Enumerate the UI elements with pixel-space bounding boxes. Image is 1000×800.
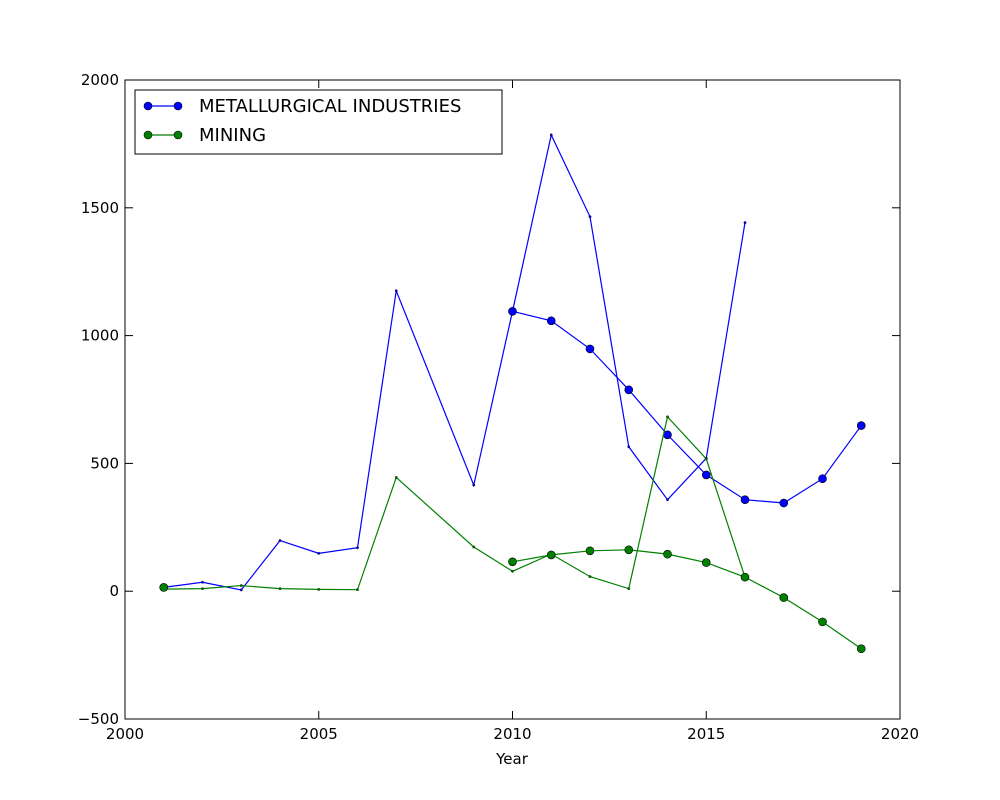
- data-point-mining: [663, 549, 672, 559]
- data-point-mining: [472, 545, 476, 549]
- data-point-metallurgical-industries: [740, 495, 750, 504]
- y-tick-label: 1000: [81, 327, 119, 345]
- x-tick-label: 2000: [106, 725, 144, 743]
- series-line-metallurgical-industries: [512, 310, 862, 504]
- y-tick-label: 2000: [81, 71, 119, 89]
- series-line-mining: [512, 549, 862, 650]
- data-point-mining: [856, 644, 866, 654]
- data-point-metallurgical-industries: [856, 421, 866, 430]
- data-point-metallurgical-industries: [356, 546, 359, 550]
- x-tick-label: 2010: [493, 725, 531, 743]
- y-tick-label: −500: [78, 710, 119, 728]
- plot-frame: [124, 79, 901, 720]
- legend-label-mining: MINING: [199, 125, 266, 146]
- data-point-metallurgical-industries: [472, 483, 476, 487]
- x-tick-label: 2020: [881, 725, 919, 743]
- data-point-mining: [740, 572, 750, 582]
- data-point-metallurgical-industries: [508, 307, 517, 316]
- legend-marker-metallurgical: [173, 101, 183, 111]
- data-point-metallurgical-industries: [779, 498, 789, 508]
- y-tick-label: 1500: [81, 199, 119, 217]
- data-point-mining: [394, 476, 398, 479]
- data-point-metallurgical-industries: [546, 316, 556, 326]
- data-point-mining: [201, 587, 204, 591]
- data-point-mining: [588, 575, 592, 579]
- legend: METALLURGICAL INDUSTRIES MINING: [134, 89, 503, 155]
- data-point-metallurgical-industries: [818, 474, 827, 484]
- data-point-mining: [317, 588, 321, 591]
- y-tick-label: 500: [90, 454, 119, 472]
- data-point-mining: [239, 584, 243, 587]
- data-point-mining: [278, 587, 282, 591]
- data-point-mining: [627, 587, 631, 591]
- data-point-metallurgical-industries: [394, 289, 398, 293]
- data-point-metallurgical-industries: [317, 551, 321, 555]
- legend-marker-mining: [143, 130, 153, 140]
- data-point-mining: [779, 593, 789, 602]
- data-point-mining: [508, 557, 517, 567]
- data-point-metallurgical-industries: [239, 588, 243, 592]
- data-point-metallurgical-industries: [701, 470, 711, 480]
- data-point-mining: [546, 550, 556, 560]
- data-point-mining: [159, 583, 169, 592]
- legend-label-metallurgical: METALLURGICAL INDUSTRIES: [199, 96, 461, 117]
- data-point-mining: [511, 569, 514, 573]
- data-point-mining: [585, 546, 595, 556]
- axis-ticks: 2000 2005 2010 2015 2020 −500 0 500 1000 1500 2000: [78, 71, 919, 743]
- data-point-metallurgical-industries: [588, 215, 592, 219]
- data-point-metallurgical-industries: [624, 385, 634, 395]
- x-axis-label: Year: [495, 750, 529, 768]
- data-point-metallurgical-industries: [627, 445, 631, 449]
- data-point-mining: [818, 617, 827, 627]
- x-tick-label: 2005: [300, 725, 338, 743]
- legend-frame: [134, 89, 503, 155]
- x-tick-label: 2015: [687, 725, 725, 743]
- data-point-metallurgical-industries: [201, 580, 204, 584]
- legend-marker-metallurgical: [143, 101, 153, 111]
- data-point-metallurgical-industries: [743, 221, 747, 225]
- legend-marker-mining: [173, 130, 183, 140]
- data-point-mining: [704, 457, 708, 461]
- data-point-mining: [666, 415, 669, 419]
- data-point-metallurgical-industries: [549, 133, 553, 137]
- data-point-mining: [356, 588, 359, 592]
- data-point-metallurgical-industries: [666, 498, 669, 502]
- data-point-metallurgical-industries: [278, 539, 282, 542]
- data-point-mining: [701, 558, 711, 567]
- data-point-metallurgical-industries: [585, 344, 595, 354]
- y-tick-label: 0: [109, 582, 119, 600]
- series-layer: [159, 133, 866, 654]
- data-point-mining: [624, 545, 634, 555]
